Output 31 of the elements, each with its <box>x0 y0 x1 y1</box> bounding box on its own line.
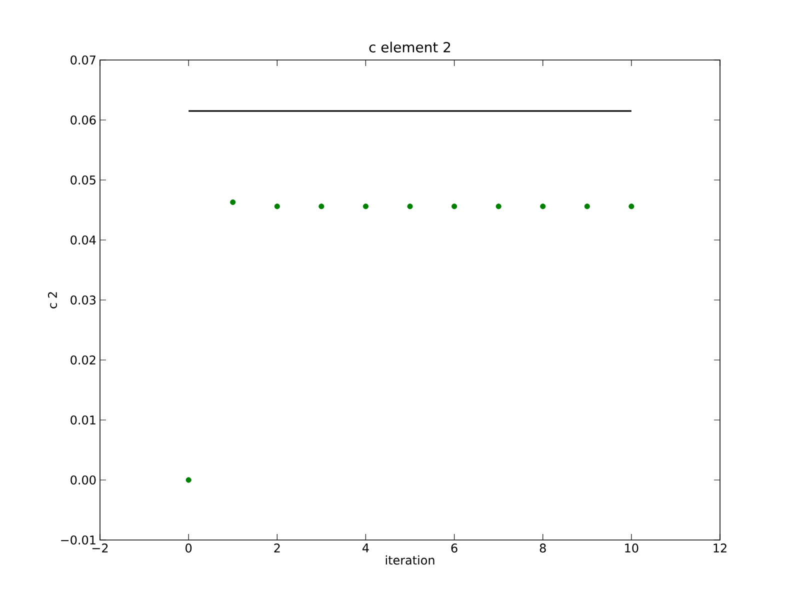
point <box>540 204 546 210</box>
point <box>186 477 192 483</box>
point <box>274 204 280 210</box>
x-tick-label: 8 <box>540 544 546 553</box>
point <box>584 204 590 210</box>
x-tick-label: 0 <box>186 544 192 553</box>
y-tick-label: 0.00 <box>70 475 96 485</box>
point <box>628 204 634 210</box>
x-axis-title: iteration <box>386 555 434 565</box>
x-tick-label: 6 <box>451 544 458 553</box>
y-tick-label: −0.01 <box>61 535 96 545</box>
point <box>452 204 458 210</box>
y-tick-label: 0.02 <box>70 355 96 365</box>
y-tick-label: 0.05 <box>70 175 96 185</box>
y-tick-label: 0.03 <box>70 295 96 305</box>
point <box>362 204 369 210</box>
x-tick-label: 10 <box>625 544 638 553</box>
y-axis-title: c 2 <box>48 292 58 308</box>
x-tick-label: −2 <box>92 544 108 552</box>
y-tick-label: 0.07 <box>70 55 96 65</box>
chart-title: c element 2 <box>369 42 450 53</box>
x-tick-label: 2 <box>274 544 280 552</box>
point <box>318 204 324 210</box>
point <box>230 199 236 205</box>
y-tick-label: 0.06 <box>70 115 96 125</box>
point <box>496 204 502 210</box>
x-tick-label: 4 <box>362 544 369 552</box>
x-tick-label: 12 <box>714 544 726 552</box>
y-tick-label: 0.01 <box>70 415 96 425</box>
point <box>407 204 413 210</box>
y-tick-label: 0.04 <box>70 235 96 245</box>
